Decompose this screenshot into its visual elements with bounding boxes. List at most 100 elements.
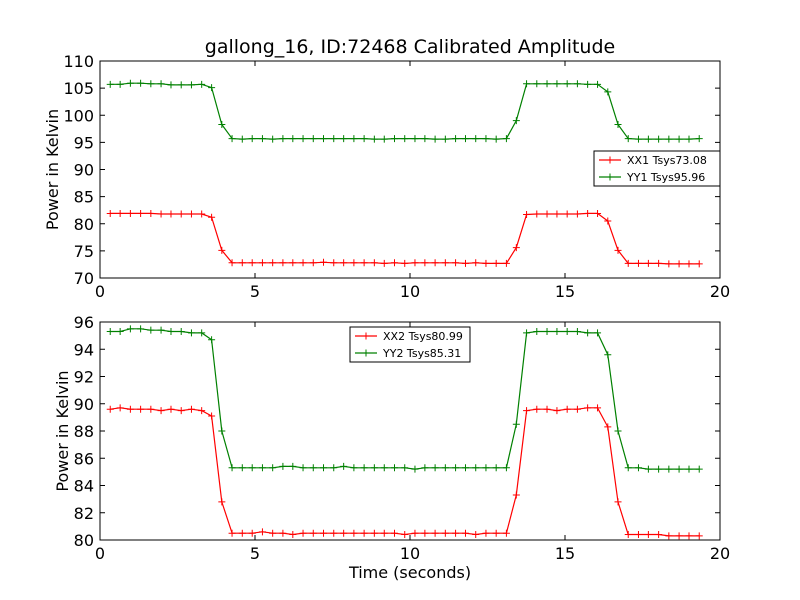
data-point — [228, 259, 236, 267]
y-tick-label: 110 — [63, 52, 94, 71]
data-point — [431, 135, 439, 143]
data-point — [198, 80, 206, 88]
data-point — [309, 464, 317, 472]
data-point — [370, 464, 378, 472]
data-point — [157, 407, 165, 415]
data-point — [624, 135, 632, 143]
data-point — [523, 211, 531, 219]
data-point — [533, 210, 541, 218]
data-point — [320, 258, 328, 266]
data-point — [452, 135, 460, 143]
legend-label: XX2 Tsys80.99 — [383, 330, 463, 343]
data-point — [177, 328, 185, 336]
data-point — [187, 329, 195, 337]
data-point — [492, 529, 500, 537]
data-point — [106, 328, 114, 336]
data-point — [472, 464, 480, 472]
data-point — [106, 80, 114, 88]
data-point — [512, 491, 520, 499]
data-point — [208, 336, 216, 344]
data-point — [198, 329, 206, 337]
data-point — [218, 246, 226, 254]
data-point — [157, 210, 165, 218]
data-point — [563, 405, 571, 413]
data-point — [461, 135, 469, 143]
data-point — [177, 81, 185, 89]
data-point — [502, 464, 510, 472]
data-point — [502, 259, 510, 267]
data-point — [187, 405, 195, 413]
data-point — [258, 464, 266, 472]
data-point — [655, 135, 663, 143]
data-point — [299, 259, 307, 267]
data-point — [461, 259, 469, 267]
data-point — [584, 80, 592, 88]
data-point — [289, 135, 297, 143]
data-point — [431, 529, 439, 537]
data-point — [330, 135, 338, 143]
data-point — [380, 135, 388, 143]
data-point — [258, 528, 266, 536]
data-point — [320, 529, 328, 537]
data-point — [238, 259, 246, 267]
data-point — [238, 464, 246, 472]
data-point — [126, 209, 134, 217]
data-point — [695, 532, 703, 540]
data-point — [421, 259, 429, 267]
data-point — [573, 328, 581, 336]
data-point — [218, 120, 226, 128]
data-point — [614, 246, 622, 254]
data-point — [157, 80, 165, 88]
data-point — [106, 209, 114, 217]
chart-title: gallong_16, ID:72468 Calibrated Amplitud… — [205, 36, 615, 58]
data-point — [126, 325, 134, 333]
data-point — [584, 329, 592, 337]
data-point — [360, 529, 368, 537]
data-point — [482, 135, 490, 143]
data-point — [452, 529, 460, 537]
data-point — [675, 465, 683, 473]
data-point — [533, 328, 541, 336]
data-point — [695, 260, 703, 268]
data-point — [320, 464, 328, 472]
data-point — [452, 464, 460, 472]
data-point — [573, 405, 581, 413]
data-point — [350, 529, 358, 537]
data-point — [523, 407, 531, 415]
data-point — [695, 135, 703, 143]
data-point — [482, 259, 490, 267]
data-point — [533, 80, 541, 88]
data-point — [248, 135, 256, 143]
data-point — [340, 259, 348, 267]
data-point — [116, 80, 124, 88]
data-point — [563, 328, 571, 336]
data-point — [512, 117, 520, 125]
data-point — [269, 529, 277, 537]
data-point — [340, 462, 348, 470]
data-point — [228, 464, 236, 472]
y-tick-label: 105 — [63, 79, 94, 98]
data-point — [543, 405, 551, 413]
data-point — [614, 498, 622, 506]
data-point — [604, 423, 612, 431]
data-point — [126, 79, 134, 87]
data-point — [563, 210, 571, 218]
data-point — [563, 80, 571, 88]
legend-marker — [606, 173, 614, 181]
data-point — [330, 529, 338, 537]
data-point — [299, 135, 307, 143]
x-tick-label: 15 — [555, 544, 575, 563]
data-point — [421, 529, 429, 537]
data-point — [472, 135, 480, 143]
y-tick-label: 88 — [74, 422, 94, 441]
data-point — [594, 209, 602, 217]
data-point — [624, 464, 632, 472]
data-point — [411, 529, 419, 537]
data-point — [106, 405, 114, 413]
y-tick-label: 86 — [74, 449, 94, 468]
data-point — [299, 529, 307, 537]
data-point — [441, 464, 449, 472]
data-point — [634, 531, 642, 539]
data-point — [421, 464, 429, 472]
